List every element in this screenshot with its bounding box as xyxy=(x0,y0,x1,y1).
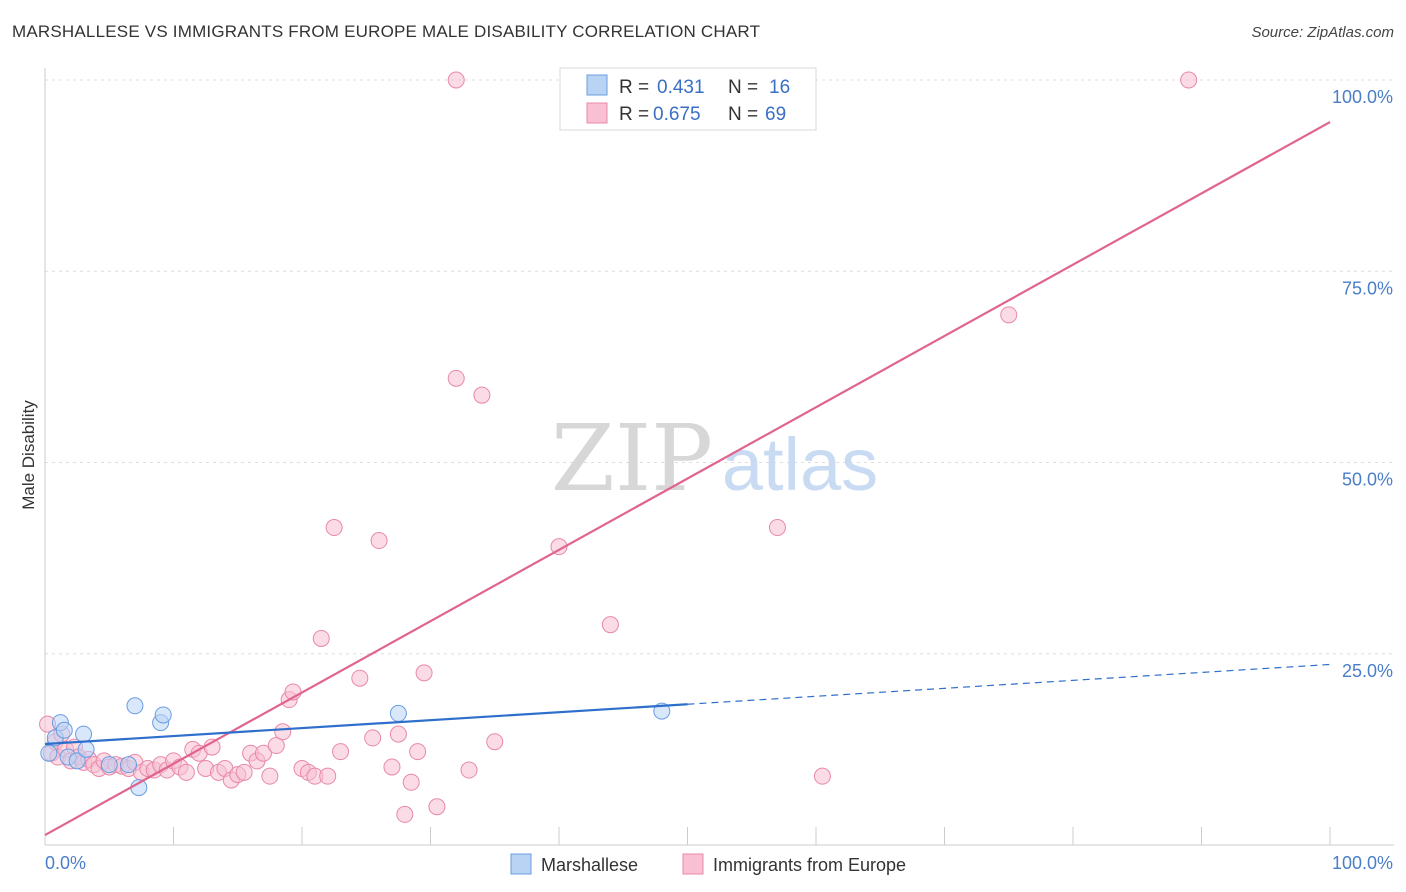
bottom-legend: Marshallese Immigrants from Europe xyxy=(510,853,906,875)
legend-n-label-2: N = xyxy=(728,104,758,125)
immigrants-point-35 xyxy=(235,763,253,781)
immigrants-point-57 xyxy=(402,773,420,791)
immigrants-point-26 xyxy=(177,763,195,781)
immigrants-point-38 xyxy=(254,744,272,762)
trend-line-immigrants xyxy=(44,121,1331,837)
watermark-atlas: atlas xyxy=(722,423,878,506)
marshallese-point-13 xyxy=(154,706,172,724)
immigrants-point-47 xyxy=(312,629,330,647)
immigrants-point-40 xyxy=(267,737,285,755)
legend-r-value-2: 0.675 xyxy=(653,104,701,125)
legend: R = 0.431 N = 16 R = 0.675 N = 69 xyxy=(559,67,817,131)
immigrants-point-51 xyxy=(351,669,369,687)
trend-line-marshallese xyxy=(44,703,688,746)
x-tick-label-0: 0.0% xyxy=(45,853,86,873)
marshallese-point-14 xyxy=(389,704,407,722)
marshallese-point-9 xyxy=(120,756,138,774)
legend-r-label-1: R = xyxy=(619,77,649,98)
marshallese-point-6 xyxy=(75,725,93,743)
trend-line-marshallese-extension xyxy=(687,663,1331,705)
immigrants-point-64 xyxy=(486,733,504,751)
legend-n-value-1: 16 xyxy=(769,77,790,98)
trend-lines xyxy=(44,121,1331,837)
bottom-legend-swatch-marshallese xyxy=(510,853,532,875)
immigrants-point-63 xyxy=(473,386,491,404)
legend-n-label-1: N = xyxy=(728,77,758,98)
axes xyxy=(44,68,1394,846)
marshallese-point-0 xyxy=(40,744,58,762)
bottom-legend-label-immigrants: Immigrants from Europe xyxy=(713,855,906,875)
marshallese-point-5 xyxy=(68,752,86,770)
immigrants-point-48 xyxy=(319,767,337,785)
tick-labels: 100.0% 75.0% 50.0% 25.0% 0.0% 100.0% xyxy=(45,87,1393,873)
immigrants-point-59 xyxy=(415,664,433,682)
grid xyxy=(45,79,1394,655)
y-tick-label-25: 25.0% xyxy=(1342,661,1393,681)
chart-title: MARSHALLESE VS IMMIGRANTS FROM EUROPE MA… xyxy=(12,22,761,41)
bottom-legend-label-marshallese: Marshallese xyxy=(541,855,638,875)
immigrants-point-41 xyxy=(274,723,292,741)
immigrants-point-71 xyxy=(1000,306,1018,324)
source-label: Source: ZipAtlas.com xyxy=(1251,24,1394,41)
immigrants-point-50 xyxy=(332,743,350,761)
y-tick-label-100: 100.0% xyxy=(1332,87,1393,107)
immigrants-point-60 xyxy=(428,798,446,816)
legend-swatch-marshallese xyxy=(586,74,608,96)
series-marshallese xyxy=(40,697,671,797)
marshallese-point-8 xyxy=(100,756,118,774)
legend-r-label-2: R = xyxy=(619,104,649,125)
immigrants-point-53 xyxy=(370,532,388,550)
marshallese-point-7 xyxy=(77,740,95,758)
y-tick-label-75: 75.0% xyxy=(1342,278,1393,298)
immigrants-point-55 xyxy=(389,725,407,743)
legend-r-value-1: 0.431 xyxy=(657,77,705,98)
immigrants-point-52 xyxy=(364,729,382,747)
immigrants-point-62 xyxy=(460,761,478,779)
x-tick-label-100: 100.0% xyxy=(1332,853,1393,873)
immigrants-point-68 xyxy=(768,519,786,537)
watermark-zip: ZIP xyxy=(551,405,713,512)
immigrants-point-61 xyxy=(447,369,465,387)
immigrants-point-54 xyxy=(383,758,401,776)
immigrants-point-49 xyxy=(325,519,343,537)
immigrants-point-39 xyxy=(261,767,279,785)
marshallese-point-3 xyxy=(55,721,73,739)
watermark: ZIP atlas xyxy=(551,405,878,512)
immigrants-point-56 xyxy=(396,805,414,823)
y-tick-label-50: 50.0% xyxy=(1342,470,1393,490)
immigrants-point-72 xyxy=(1180,71,1198,89)
bottom-legend-swatch-immigrants xyxy=(682,853,704,875)
legend-swatch-immigrants xyxy=(586,102,608,124)
y-axis-title: Male Disability xyxy=(19,400,38,510)
legend-n-value-2: 69 xyxy=(765,104,786,125)
immigrants-point-66 xyxy=(601,616,619,634)
immigrants-point-69 xyxy=(447,71,465,89)
marshallese-point-10 xyxy=(126,697,144,715)
immigrants-point-70 xyxy=(813,767,831,785)
immigrants-point-58 xyxy=(409,743,427,761)
